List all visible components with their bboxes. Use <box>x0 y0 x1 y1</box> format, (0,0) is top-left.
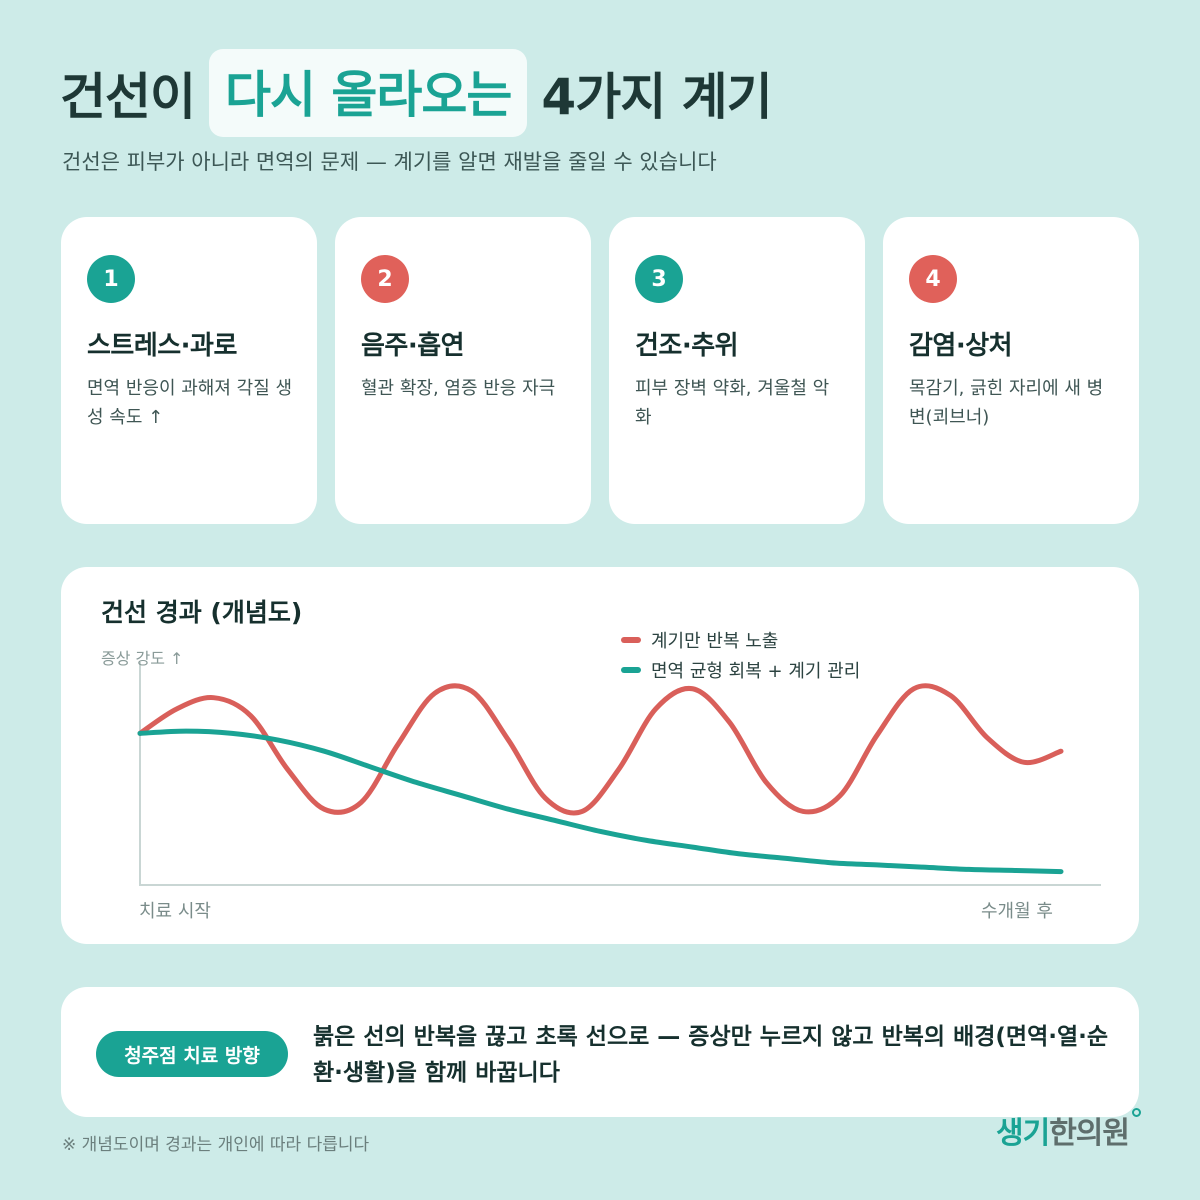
x-axis-end-label: 수개월 후 <box>981 901 1053 922</box>
trigger-card-3: 3 건조·추위 피부 장벽 약화, 겨울철 악화 <box>609 217 865 524</box>
card-title: 스트레스·과로 <box>87 331 237 361</box>
legend-label: 면역 균형 회복 + 계기 관리 <box>651 661 861 682</box>
legend-swatch-red <box>621 637 641 643</box>
logo-circle-icon <box>1132 1108 1142 1117</box>
title-part2: 4가지 계기 <box>541 68 772 126</box>
chart-axes <box>139 662 1101 886</box>
card-number-badge: 2 <box>361 255 409 303</box>
title-highlight: 다시 올라오는 <box>209 49 528 137</box>
treatment-message: 붉은 선의 반복을 끊고 초록 선으로 — 증상만 누르지 않고 반복의 배경(… <box>313 1024 1109 1086</box>
treatment-pill: 청주점 치료 방향 <box>96 1031 288 1077</box>
legend-item-repeat: 계기만 반복 노출 <box>621 625 860 655</box>
chart-title: 건선 경과 (개념도) <box>101 598 303 627</box>
logo-part-b: 한의원 <box>1049 1116 1130 1151</box>
card-number-badge: 4 <box>909 255 957 303</box>
legend-label: 계기만 반복 노출 <box>651 631 779 652</box>
card-description: 피부 장벽 약화, 겨울철 악화 <box>635 378 830 428</box>
card-title: 건조·추위 <box>635 331 739 361</box>
y-axis-label: 증상 강도 ↑ <box>101 649 184 668</box>
chart-panel: 건선 경과 (개념도) 증상 강도 ↑ 계기만 반복 노출 면역 균형 회복 +… <box>61 567 1139 944</box>
trigger-card-4: 4 감염·상처 목감기, 긁힌 자리에 새 병변(쾨브너) <box>883 217 1139 524</box>
logo-part-a: 생기 <box>996 1116 1050 1151</box>
series-line-repeat-exposure <box>137 683 1064 816</box>
card-title: 음주·흡연 <box>361 331 465 361</box>
card-number-badge: 3 <box>635 255 683 303</box>
title-row: 건선이 다시 올라오는 4가지 계기 <box>60 49 773 137</box>
subtitle: 건선은 피부가 아니라 면역의 문제 — 계기를 알면 재발을 줄일 수 있습니… <box>62 150 717 174</box>
trigger-card-1: 1 스트레스·과로 면역 반응이 과해져 각질 생성 속도 ↑ <box>61 217 317 524</box>
treatment-direction-panel: 청주점 치료 방향 붉은 선의 반복을 끊고 초록 선으로 — 증상만 누르지 … <box>61 987 1139 1117</box>
card-title: 감염·상처 <box>909 331 1013 361</box>
title-part1: 건선이 <box>60 68 196 126</box>
clinic-logo: 생기한의원 <box>996 1108 1142 1152</box>
card-description: 혈관 확장, 염증 반응 자극 <box>361 378 556 399</box>
series-line-immune-recovery <box>137 728 1064 875</box>
x-axis-start-label: 치료 시작 <box>139 901 211 922</box>
card-number-badge: 1 <box>87 255 135 303</box>
legend-item-recovery: 면역 균형 회복 + 계기 관리 <box>621 655 860 685</box>
course-chart <box>137 662 1101 886</box>
footnote: ※ 개념도이며 경과는 개인에 따라 다릅니다 <box>62 1135 370 1155</box>
card-description: 목감기, 긁힌 자리에 새 병변(쾨브너) <box>909 378 1104 428</box>
chart-legend: 계기만 반복 노출 면역 균형 회복 + 계기 관리 <box>621 625 860 685</box>
trigger-card-2: 2 음주·흡연 혈관 확장, 염증 반응 자극 <box>335 217 591 524</box>
legend-swatch-green <box>621 667 641 673</box>
card-description: 면역 반응이 과해져 각질 생성 속도 ↑ <box>87 378 293 428</box>
